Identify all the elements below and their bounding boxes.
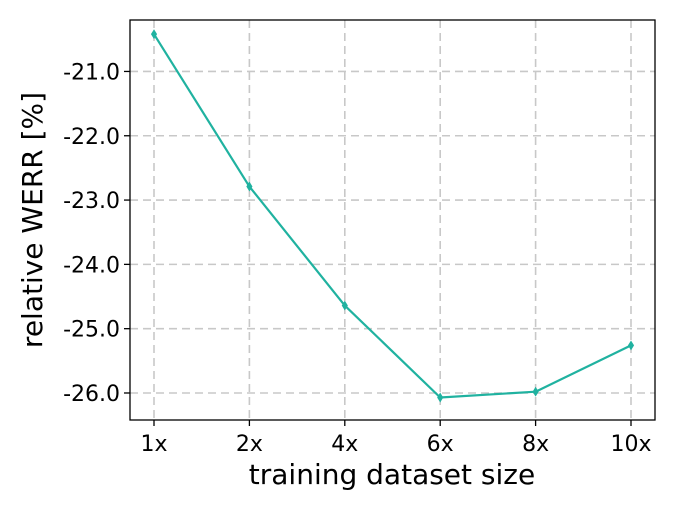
y-tick-label: -21.0 — [63, 60, 120, 85]
series-line — [153, 33, 632, 399]
grid-lines — [130, 20, 655, 420]
x-tick-label: 8x — [522, 432, 549, 457]
x-tick-label: 6x — [427, 432, 454, 457]
data-point-marker — [437, 392, 444, 403]
data-point-marker — [150, 29, 158, 40]
x-axis-title: training dataset size — [249, 458, 535, 491]
series-line-group — [150, 29, 635, 403]
x-tick-label: 1x — [140, 432, 167, 457]
y-tick-label: -23.0 — [63, 189, 120, 214]
y-axis-title: relative WERR [%] — [16, 92, 49, 348]
plot-frame — [129, 19, 656, 421]
y-tick-label: -26.0 — [63, 382, 120, 407]
x-tick-label: 2x — [236, 432, 263, 457]
axis-ticks: 1x 2x 4x 6x 8x 10x -21.0 -22.0 -23.0 -24.0 -25.0 -2… — [63, 60, 651, 457]
x-tick-label: 10x — [610, 432, 651, 457]
y-tick-label: -24.0 — [63, 253, 120, 278]
data-point-marker — [532, 386, 539, 397]
y-tick-label: -22.0 — [63, 125, 120, 150]
data-point-marker — [246, 181, 253, 192]
y-tick-label: -25.0 — [63, 318, 120, 343]
x-tick-label: 4x — [331, 432, 358, 457]
data-point-marker — [627, 340, 635, 351]
data-point-marker — [341, 300, 348, 311]
